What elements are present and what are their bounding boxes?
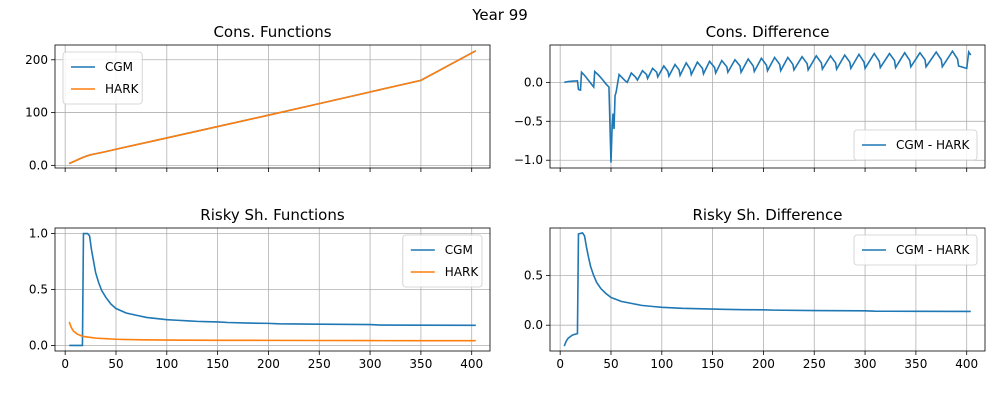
x-tick-label: 400	[460, 357, 483, 371]
x-tick-label: 50	[603, 357, 618, 371]
y-tick-label: 0.0	[524, 318, 543, 332]
panel-title: Cons. Difference	[706, 23, 830, 41]
x-tick-label: 250	[803, 357, 826, 371]
legend-label: CGM	[445, 243, 473, 257]
series-line-hark	[68, 50, 477, 165]
y-tick-label: 0.0	[524, 75, 543, 89]
x-tick-label: 300	[359, 357, 382, 371]
panel-title: Risky Sh. Functions	[200, 206, 345, 224]
x-tick-label: 100	[650, 357, 673, 371]
series-line-hark	[68, 321, 476, 342]
y-tick-label: 200	[25, 53, 48, 67]
legend-label: HARK	[105, 82, 140, 96]
x-tick-label: 200	[752, 357, 775, 371]
y-tick-label: 0.0	[29, 338, 48, 352]
x-tick-label: 200	[257, 357, 280, 371]
x-tick-label: 350	[904, 357, 927, 371]
x-tick-label: 0	[61, 357, 69, 371]
axes-frame	[54, 44, 491, 169]
x-tick-label: 150	[206, 357, 229, 371]
y-tick-label: 1.0	[29, 227, 48, 241]
x-tick-label: 300	[854, 357, 877, 371]
legend-label: CGM - HARK	[896, 138, 971, 152]
y-tick-label: −1.0	[514, 153, 543, 167]
x-tick-label: 350	[409, 357, 432, 371]
y-tick-label: −0.5	[514, 114, 543, 128]
legend-label: CGM	[105, 60, 133, 74]
x-tick-label: 250	[308, 357, 331, 371]
panel-cons-functions: Cons. Functions 0.0 100 200 CGM HARK	[25, 23, 491, 172]
legend-box	[853, 129, 978, 161]
y-tick-label: 0.0	[29, 158, 48, 172]
panel-risky-share-functions: Risky Sh. Functions 0 50 100 150 200 250 300 350…	[29, 206, 491, 371]
x-tick-label: 150	[701, 357, 724, 371]
axes-frame	[549, 44, 986, 169]
figure-suptitle: Year 99	[471, 6, 528, 24]
y-tick-label: 100	[25, 106, 48, 120]
legend-box	[62, 51, 143, 105]
panel-cons-difference: Cons. Difference −1.0 −0.5 0.0 CGM - HARK	[514, 23, 986, 172]
x-tick-label: 0	[556, 357, 564, 371]
panel-risky-share-difference: Risky Sh. Difference 0 50 100 150 200 250 300 35…	[524, 206, 986, 371]
y-tick-label: 0.5	[524, 269, 543, 283]
axes-frame	[549, 227, 986, 352]
panel-title: Risky Sh. Difference	[692, 206, 842, 224]
y-tick-label: 0.5	[29, 283, 48, 297]
legend-label: HARK	[445, 265, 480, 279]
x-tick-label: 50	[108, 357, 123, 371]
x-tick-label: 400	[955, 357, 978, 371]
panel-title: Cons. Functions	[213, 23, 331, 41]
series-line-cgm-hark	[564, 49, 972, 163]
legend-box	[402, 234, 483, 288]
legend-label: CGM - HARK	[896, 243, 971, 257]
series-line-cgm	[69, 232, 476, 347]
series-line-cgm-hark	[563, 232, 971, 347]
x-tick-label: 100	[155, 357, 178, 371]
legend-box	[853, 234, 978, 266]
